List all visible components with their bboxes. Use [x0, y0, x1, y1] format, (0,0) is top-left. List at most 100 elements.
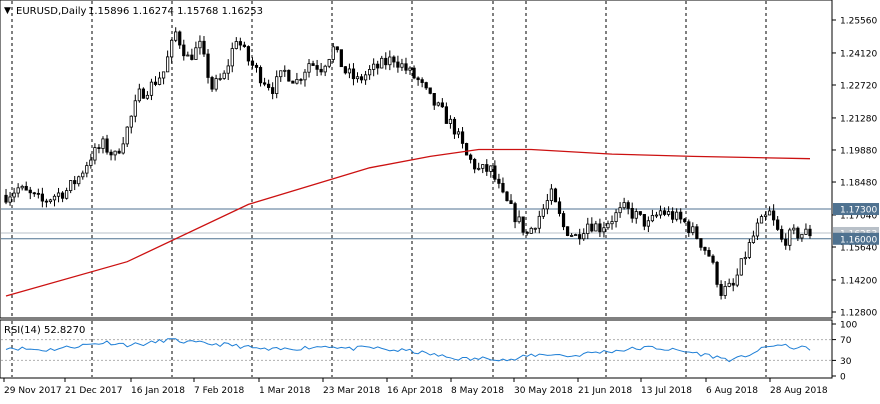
candle-body — [759, 216, 764, 224]
candle-body — [246, 46, 251, 62]
candle-body — [250, 60, 255, 66]
time-axis-label: 6 Aug 2018 — [706, 386, 758, 396]
candle-body — [675, 211, 679, 220]
candle-body — [513, 203, 517, 223]
candle-body — [574, 234, 578, 236]
candle-body — [602, 227, 606, 233]
candle-body — [586, 223, 590, 234]
rsi-pane[interactable] — [0, 319, 833, 379]
candle-body — [772, 210, 776, 221]
candle-body — [32, 192, 36, 195]
candle-body — [93, 147, 97, 161]
candle-body — [501, 182, 505, 193]
candle-body — [767, 210, 772, 216]
candle-body — [109, 151, 113, 156]
time-axis-label: 16 Apr 2018 — [387, 386, 443, 396]
candle-body — [509, 200, 513, 205]
candle-body — [242, 44, 246, 47]
price-axis-label: 1.18480 — [840, 179, 877, 189]
candle-body — [590, 223, 594, 232]
candle-body — [436, 102, 440, 106]
candle-body — [117, 150, 121, 154]
candle-body — [703, 246, 707, 251]
candle-body — [335, 46, 339, 51]
candle-body — [283, 69, 287, 72]
candle-body — [448, 118, 453, 124]
candle-body — [392, 56, 396, 63]
candle-body — [85, 165, 89, 174]
price-level-tag — [833, 203, 879, 216]
time-axis-label: 8 May 2018 — [451, 386, 504, 396]
candle-body — [258, 67, 263, 84]
candle-body — [711, 255, 715, 263]
price-level-label: 1.17300 — [840, 206, 877, 216]
candle-body — [618, 207, 622, 214]
candle-body — [428, 87, 432, 94]
candle-body — [699, 238, 703, 248]
price-axis-label: 1.22720 — [840, 81, 877, 91]
candle-body — [683, 218, 687, 223]
candle-body — [650, 215, 655, 222]
candle-body — [808, 228, 812, 237]
candle-body — [303, 71, 307, 81]
candle-body — [570, 235, 574, 237]
candle-body — [8, 196, 12, 203]
price-axis-label: 1.17040 — [840, 211, 877, 221]
price-level-label: 1.16000 — [840, 235, 877, 245]
candle-body — [376, 63, 380, 69]
rsi-axis-label: 30 — [840, 357, 852, 367]
candle-body — [606, 223, 610, 229]
candle-body — [12, 192, 16, 198]
candle-body — [101, 138, 105, 149]
candle-body — [739, 258, 743, 276]
candle-body — [4, 194, 8, 203]
price-axis: 1.25560 1.24120 1.22720 1.21280 1.19880 1.184… — [832, 17, 877, 319]
price-axis-label: 1.19880 — [840, 146, 877, 156]
candle-body — [796, 227, 800, 239]
candle-body — [578, 234, 582, 240]
candle-body — [731, 282, 735, 286]
rsi-axis-label: 70 — [840, 336, 852, 346]
candle-body — [149, 81, 154, 96]
symbol-label: EURUSD,Daily — [16, 6, 87, 17]
candle-body — [440, 102, 444, 108]
candle-body — [408, 67, 412, 71]
candle-body — [784, 238, 788, 246]
candle-body — [355, 76, 360, 80]
candle-body — [218, 78, 222, 80]
candle-body — [279, 70, 283, 78]
candle-body — [719, 283, 723, 296]
candle-body — [125, 126, 129, 145]
candle-body — [707, 249, 711, 257]
candle-body — [614, 212, 618, 222]
candle-body — [291, 80, 295, 84]
candle-body — [16, 187, 20, 194]
candle-body — [20, 185, 24, 189]
candle-body — [743, 257, 747, 260]
candle-body — [695, 226, 699, 239]
candle-body — [145, 94, 150, 99]
candle-body — [351, 68, 356, 80]
candle-body — [420, 79, 424, 83]
candle-body — [52, 195, 57, 201]
candle-body — [598, 223, 602, 233]
candle-body — [755, 222, 760, 237]
candle-body — [776, 219, 780, 230]
candle-body — [481, 164, 485, 169]
candle-body — [525, 231, 529, 234]
candle-body — [634, 211, 638, 219]
candle-body — [275, 76, 279, 94]
candle-body — [262, 82, 267, 85]
candle-body — [545, 200, 549, 210]
candle-body — [194, 47, 198, 60]
dropdown-arrow-icon[interactable]: ▼ — [4, 6, 11, 16]
candle-body — [549, 188, 554, 202]
candle-body — [81, 172, 85, 178]
candle-body — [469, 154, 473, 160]
candle-body — [404, 63, 408, 71]
candle-body — [343, 66, 347, 74]
candle-body — [210, 77, 214, 90]
candle-body — [295, 79, 299, 84]
